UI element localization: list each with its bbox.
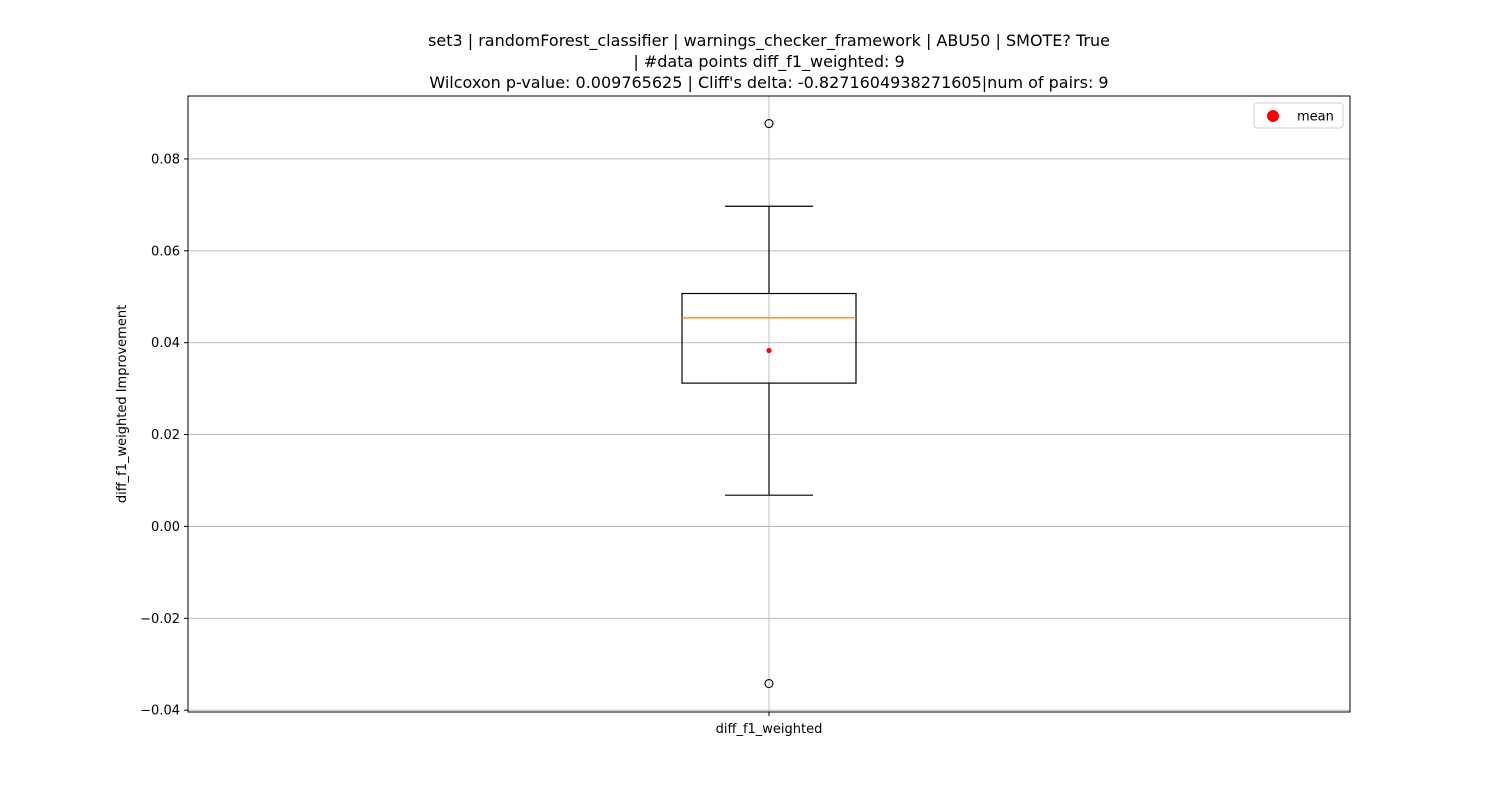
legend-frame <box>1253 102 1344 129</box>
y-tick-label: 0.04 <box>151 336 180 351</box>
interquartile-box <box>681 292 857 384</box>
legend-marker-mean <box>1267 110 1279 122</box>
outlier-point <box>764 119 774 129</box>
title-line-3: Wilcoxon p-value: 0.009765625 | Cliff's … <box>429 73 1108 92</box>
y-tick-label: −0.02 <box>140 612 180 627</box>
mean-marker <box>766 347 772 354</box>
x-tick-label: diff_f1_weighted <box>716 722 823 737</box>
chart-title: set3 | randomForest_classifier | warning… <box>428 31 1110 92</box>
y-axis-label: diff_f1_weighted Improvement <box>115 305 130 503</box>
y-tick-label: 0.06 <box>151 244 180 259</box>
legend: mean <box>1253 102 1344 129</box>
y-tick-label: −0.04 <box>140 704 180 719</box>
y-tick-label: 0.00 <box>151 520 180 535</box>
title-line-2: | #data points diff_f1_weighted: 9 <box>633 52 904 72</box>
y-axis-ticks: −0.04 −0.02 0.00 0.02 0.04 0.06 0.08 <box>140 152 188 719</box>
box-plot-series <box>681 119 857 689</box>
outlier-point <box>764 678 774 689</box>
y-tick-label: 0.08 <box>151 152 180 167</box>
title-line-1: set3 | randomForest_classifier | warning… <box>428 31 1110 51</box>
x-axis-ticks: diff_f1_weighted <box>716 712 823 737</box>
y-tick-label: 0.02 <box>151 428 180 443</box>
legend-label-mean: mean <box>1297 110 1334 125</box>
